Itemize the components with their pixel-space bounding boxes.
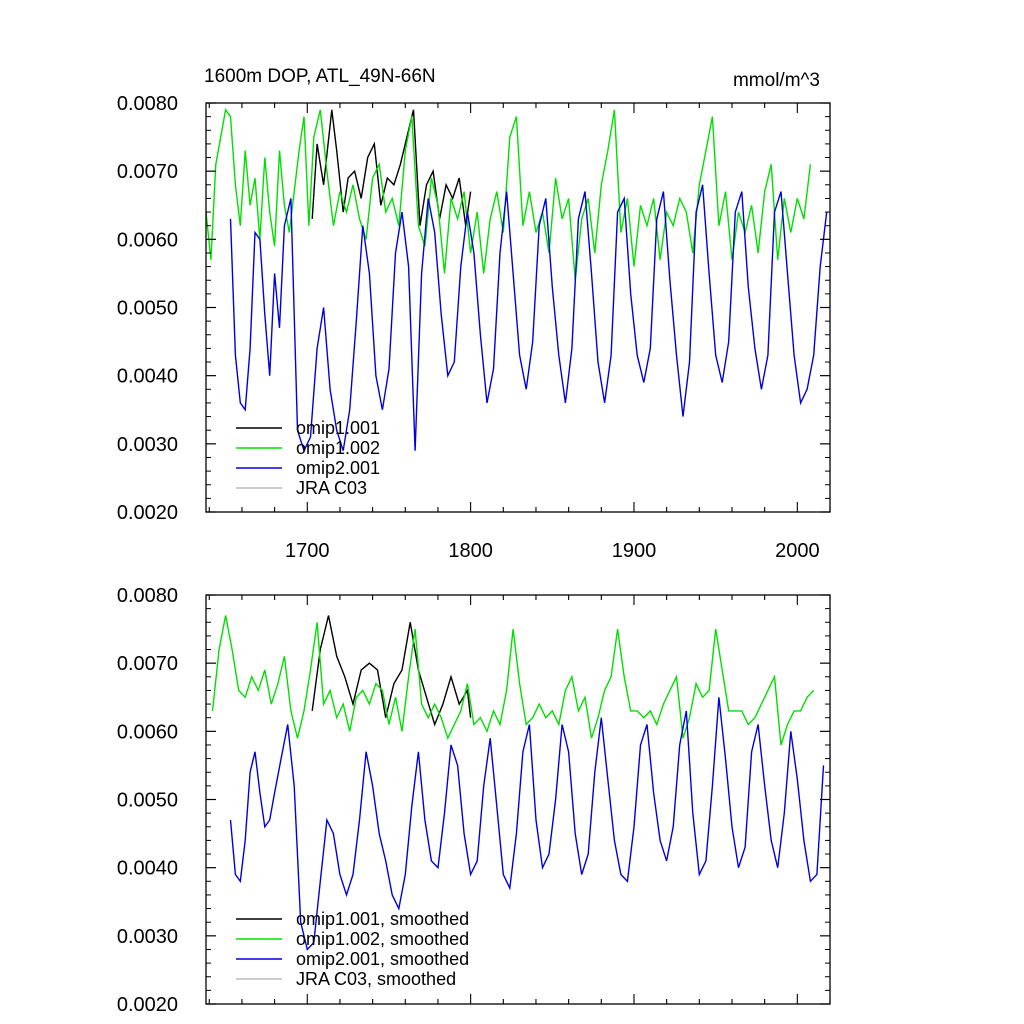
legend-label: omip1.002, smoothed bbox=[296, 929, 469, 949]
legend-label: JRA C03, smoothed bbox=[296, 969, 456, 989]
y-tick-label: 0.0060 bbox=[117, 721, 178, 743]
x-tick-label: 1800 bbox=[448, 540, 493, 562]
y-tick-label: 0.0040 bbox=[117, 366, 178, 388]
legend-label: omip2.001 bbox=[296, 458, 380, 478]
legend-label: omip2.001, smoothed bbox=[296, 949, 469, 969]
y-tick-label: 0.0080 bbox=[117, 93, 178, 115]
chart-title: 1600m DOP, ATL_49N-66N bbox=[204, 66, 436, 87]
legend-label: omip1.001 bbox=[296, 418, 380, 438]
y-tick-label: 0.0040 bbox=[117, 858, 178, 880]
top-plot-lines bbox=[205, 108, 828, 453]
y-tick-label: 0.0070 bbox=[117, 653, 178, 675]
y-tick-label: 0.0020 bbox=[117, 502, 178, 524]
legend-label: JRA C03 bbox=[296, 478, 367, 498]
x-tick-label: 1900 bbox=[612, 540, 657, 562]
x-tick-label: 2000 bbox=[775, 540, 820, 562]
series-line-bottom-0 bbox=[311, 615, 472, 727]
chart-units: mmol/m^3 bbox=[733, 70, 820, 91]
y-tick-label: 0.0080 bbox=[117, 585, 178, 607]
y-tick-label: 0.0020 bbox=[117, 994, 178, 1016]
y-tick-label: 0.0050 bbox=[117, 790, 178, 812]
legend-label: omip1.002 bbox=[296, 438, 380, 458]
series-line-top-0 bbox=[311, 109, 472, 226]
bottom-axis-ticks bbox=[206, 594, 831, 1005]
bottom-y-axis-labels: 0.0020 0.0030 0.0040 0.0050 0.0060 0.0070 0.00… bbox=[117, 585, 178, 1016]
series-line-top-1 bbox=[205, 108, 812, 281]
series-line-top-2 bbox=[229, 184, 828, 453]
series-line-bottom-2 bbox=[229, 697, 825, 951]
top-x-axis-labels: 1700 1800 1900 2000 bbox=[285, 540, 820, 562]
y-tick-label: 0.0070 bbox=[117, 161, 178, 183]
top-axis-ticks bbox=[206, 102, 831, 513]
top-y-axis-labels: 0.0020 0.0030 0.0040 0.0050 0.0060 0.0070 0.00… bbox=[117, 93, 178, 524]
y-tick-label: 0.0060 bbox=[117, 229, 178, 251]
bottom-plot-lines bbox=[211, 615, 825, 951]
bottom-panel: 0.0020 0.0030 0.0040 0.0050 0.0060 0.0070 0.00… bbox=[117, 585, 831, 1016]
series-line-bottom-1 bbox=[211, 615, 815, 746]
y-tick-label: 0.0030 bbox=[117, 926, 178, 948]
top-panel: 0.0020 0.0030 0.0040 0.0050 0.0060 0.0070 0.00… bbox=[117, 93, 831, 562]
y-tick-label: 0.0030 bbox=[117, 434, 178, 456]
x-tick-label: 1700 bbox=[285, 540, 330, 562]
legend-label: omip1.001, smoothed bbox=[296, 909, 469, 929]
y-tick-label: 0.0050 bbox=[117, 298, 178, 320]
